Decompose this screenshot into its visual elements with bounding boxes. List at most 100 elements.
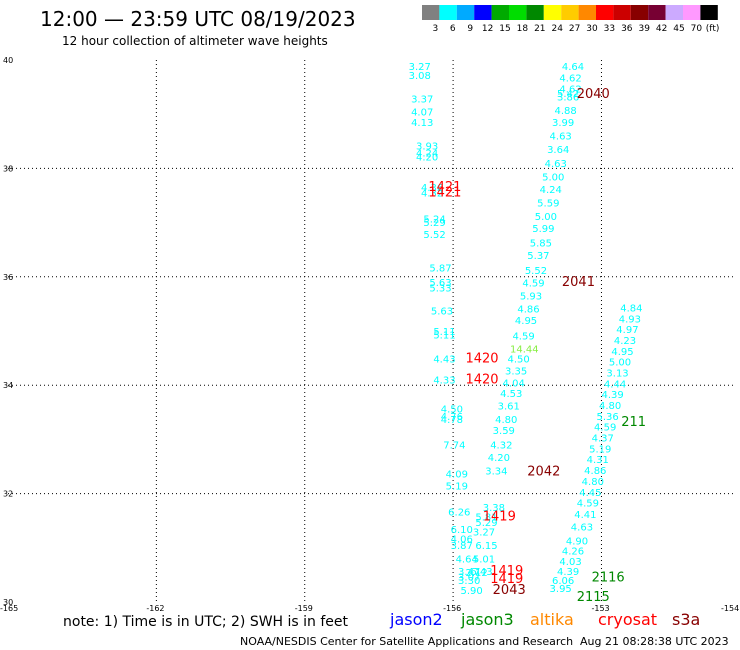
footer-timestamp: Aug 21 08:28:38 UTC 2023 [580,635,729,648]
time-label: 1420 [465,351,498,366]
scale-swatch [648,5,666,20]
swh-value: 5.63 [431,307,453,318]
swh-value: 4.88 [554,106,576,117]
y-tick-label: 30 [3,598,13,607]
y-tick-label: 34 [3,381,13,390]
scale-swatch [596,5,614,20]
scale-label: 70 [691,24,703,34]
swh-value: 4.80 [599,401,621,412]
scale-swatch [630,5,649,20]
time-label: 2042 [527,465,560,480]
swh-value: 4.24 [416,148,438,159]
x-tick-label: -159 [295,604,313,613]
x-tick-label: -162 [146,604,164,613]
y-tick-label: 38 [3,164,13,173]
swh-value: 6.10 [451,525,473,536]
x-tick-label: -156 [443,604,461,613]
swh-value: 5.11 [433,327,455,338]
swh-value: 4.03 [559,557,581,568]
scale-swatch [700,5,718,20]
swh-value: 4.36 [421,183,443,194]
scale-label: 21 [534,24,545,34]
swh-value: 4.45 [579,488,601,499]
swh-value: 4.33 [433,376,455,387]
wave-height-color-scale: 3 6 9 12 15 18 21 24 27 30 33 36 39 42 45 70 (ft) [422,5,719,34]
swh-value: 14.44 [510,345,539,356]
time-label: 1421 [428,186,461,201]
chart-title: 12:00 — 23:59 UTC 08/19/2023 [40,7,356,31]
swh-value: 4.80 [582,477,604,488]
swh-value: 3.47 [458,567,480,578]
scale-swatch [439,5,457,20]
swh-value: 3.07 [458,572,480,583]
swh-value: 5.52 [525,266,547,277]
swh-value: 5.42 [557,89,579,100]
swh-value: 4.93 [619,314,641,325]
swh-value: 4.80 [495,415,517,426]
swh-value: 3.99 [552,118,574,129]
swh-value: 5.29 [423,218,445,229]
swh-value: 5.52 [423,230,445,241]
swh-value: 4.97 [616,325,638,336]
time-label: 2043 [493,583,526,598]
swh-value: 5.59 [537,198,559,209]
swh-value: 4.78 [441,415,463,426]
scale-swatch [578,5,596,20]
chart-subtitle: 12 hour collection of altimeter wave hei… [62,34,328,48]
y-tick-label: 36 [3,273,13,282]
swh-value: 4.23 [614,336,636,347]
swh-value: 4.76 [441,412,463,423]
scale-label: 39 [638,24,650,34]
swh-value: 4.64 [456,554,478,565]
swh-value: 5.33 [429,283,451,294]
swh-value: 3.95 [550,584,572,595]
swh-value: 3.37 [411,94,433,105]
footer-note: note: 1) Time is in UTC; 2) SWH is in fe… [63,614,349,630]
scale-swatch [561,5,579,20]
swh-value: 6.15 [475,541,497,552]
scale-label: 15 [499,24,510,34]
x-tick-label: -154 [721,604,739,613]
scale-label: 36 [621,24,633,34]
x-tick-label: -165 [0,604,18,613]
swh-value: 3.64 [547,145,569,156]
swh-value: 4.13 [411,118,433,129]
swh-value: 4.62 [559,74,581,85]
swh-value: 4.62 [559,85,581,96]
swh-value: 4.50 [441,404,463,415]
swh-value: 5.99 [532,224,554,235]
time-label: 1420 [465,373,498,388]
swh-value: 5.81 [475,513,497,524]
scale-swatch [422,5,440,20]
satellite-name: jason2 [389,610,443,629]
swh-value: 4.26 [562,546,584,557]
swh-value: 4.64 [562,62,584,73]
swh-value: 5.36 [597,412,619,423]
swh-value: 4.31 [587,455,609,466]
swh-value: 4.04 [503,378,525,389]
swh-value: 4.06 [451,534,473,545]
time-label: 2040 [577,87,610,102]
swh-value: 6.43 [470,567,492,578]
scale-label: 18 [517,24,529,34]
swh-value: 5.37 [527,251,549,262]
time-label: 1419 [483,510,516,525]
swh-value: 4.59 [512,332,534,343]
time-label: 1419 [490,564,523,579]
satellite-name: altika [530,610,574,629]
swh-value: 5.85 [530,238,552,249]
swh-value: 7.74 [443,441,465,452]
satellite-name: cryosat [598,610,657,629]
swh-value: 5.93 [520,292,542,303]
swh-value: 4.32 [490,441,512,452]
swh-labels: 3.273.083.374.074.133.934.244.204.364.32… [409,62,643,597]
swh-value: 3.61 [498,402,520,413]
swh-value: 3.27 [473,527,495,538]
swh-value: 4.44 [604,379,626,390]
time-labels: 1421142114201420141914191419204020412042… [428,87,646,605]
swh-value: 4.59 [577,499,599,510]
scale-swatch [509,5,527,20]
swh-value: 3.87 [451,541,473,552]
swh-value: 5.24 [423,215,445,226]
